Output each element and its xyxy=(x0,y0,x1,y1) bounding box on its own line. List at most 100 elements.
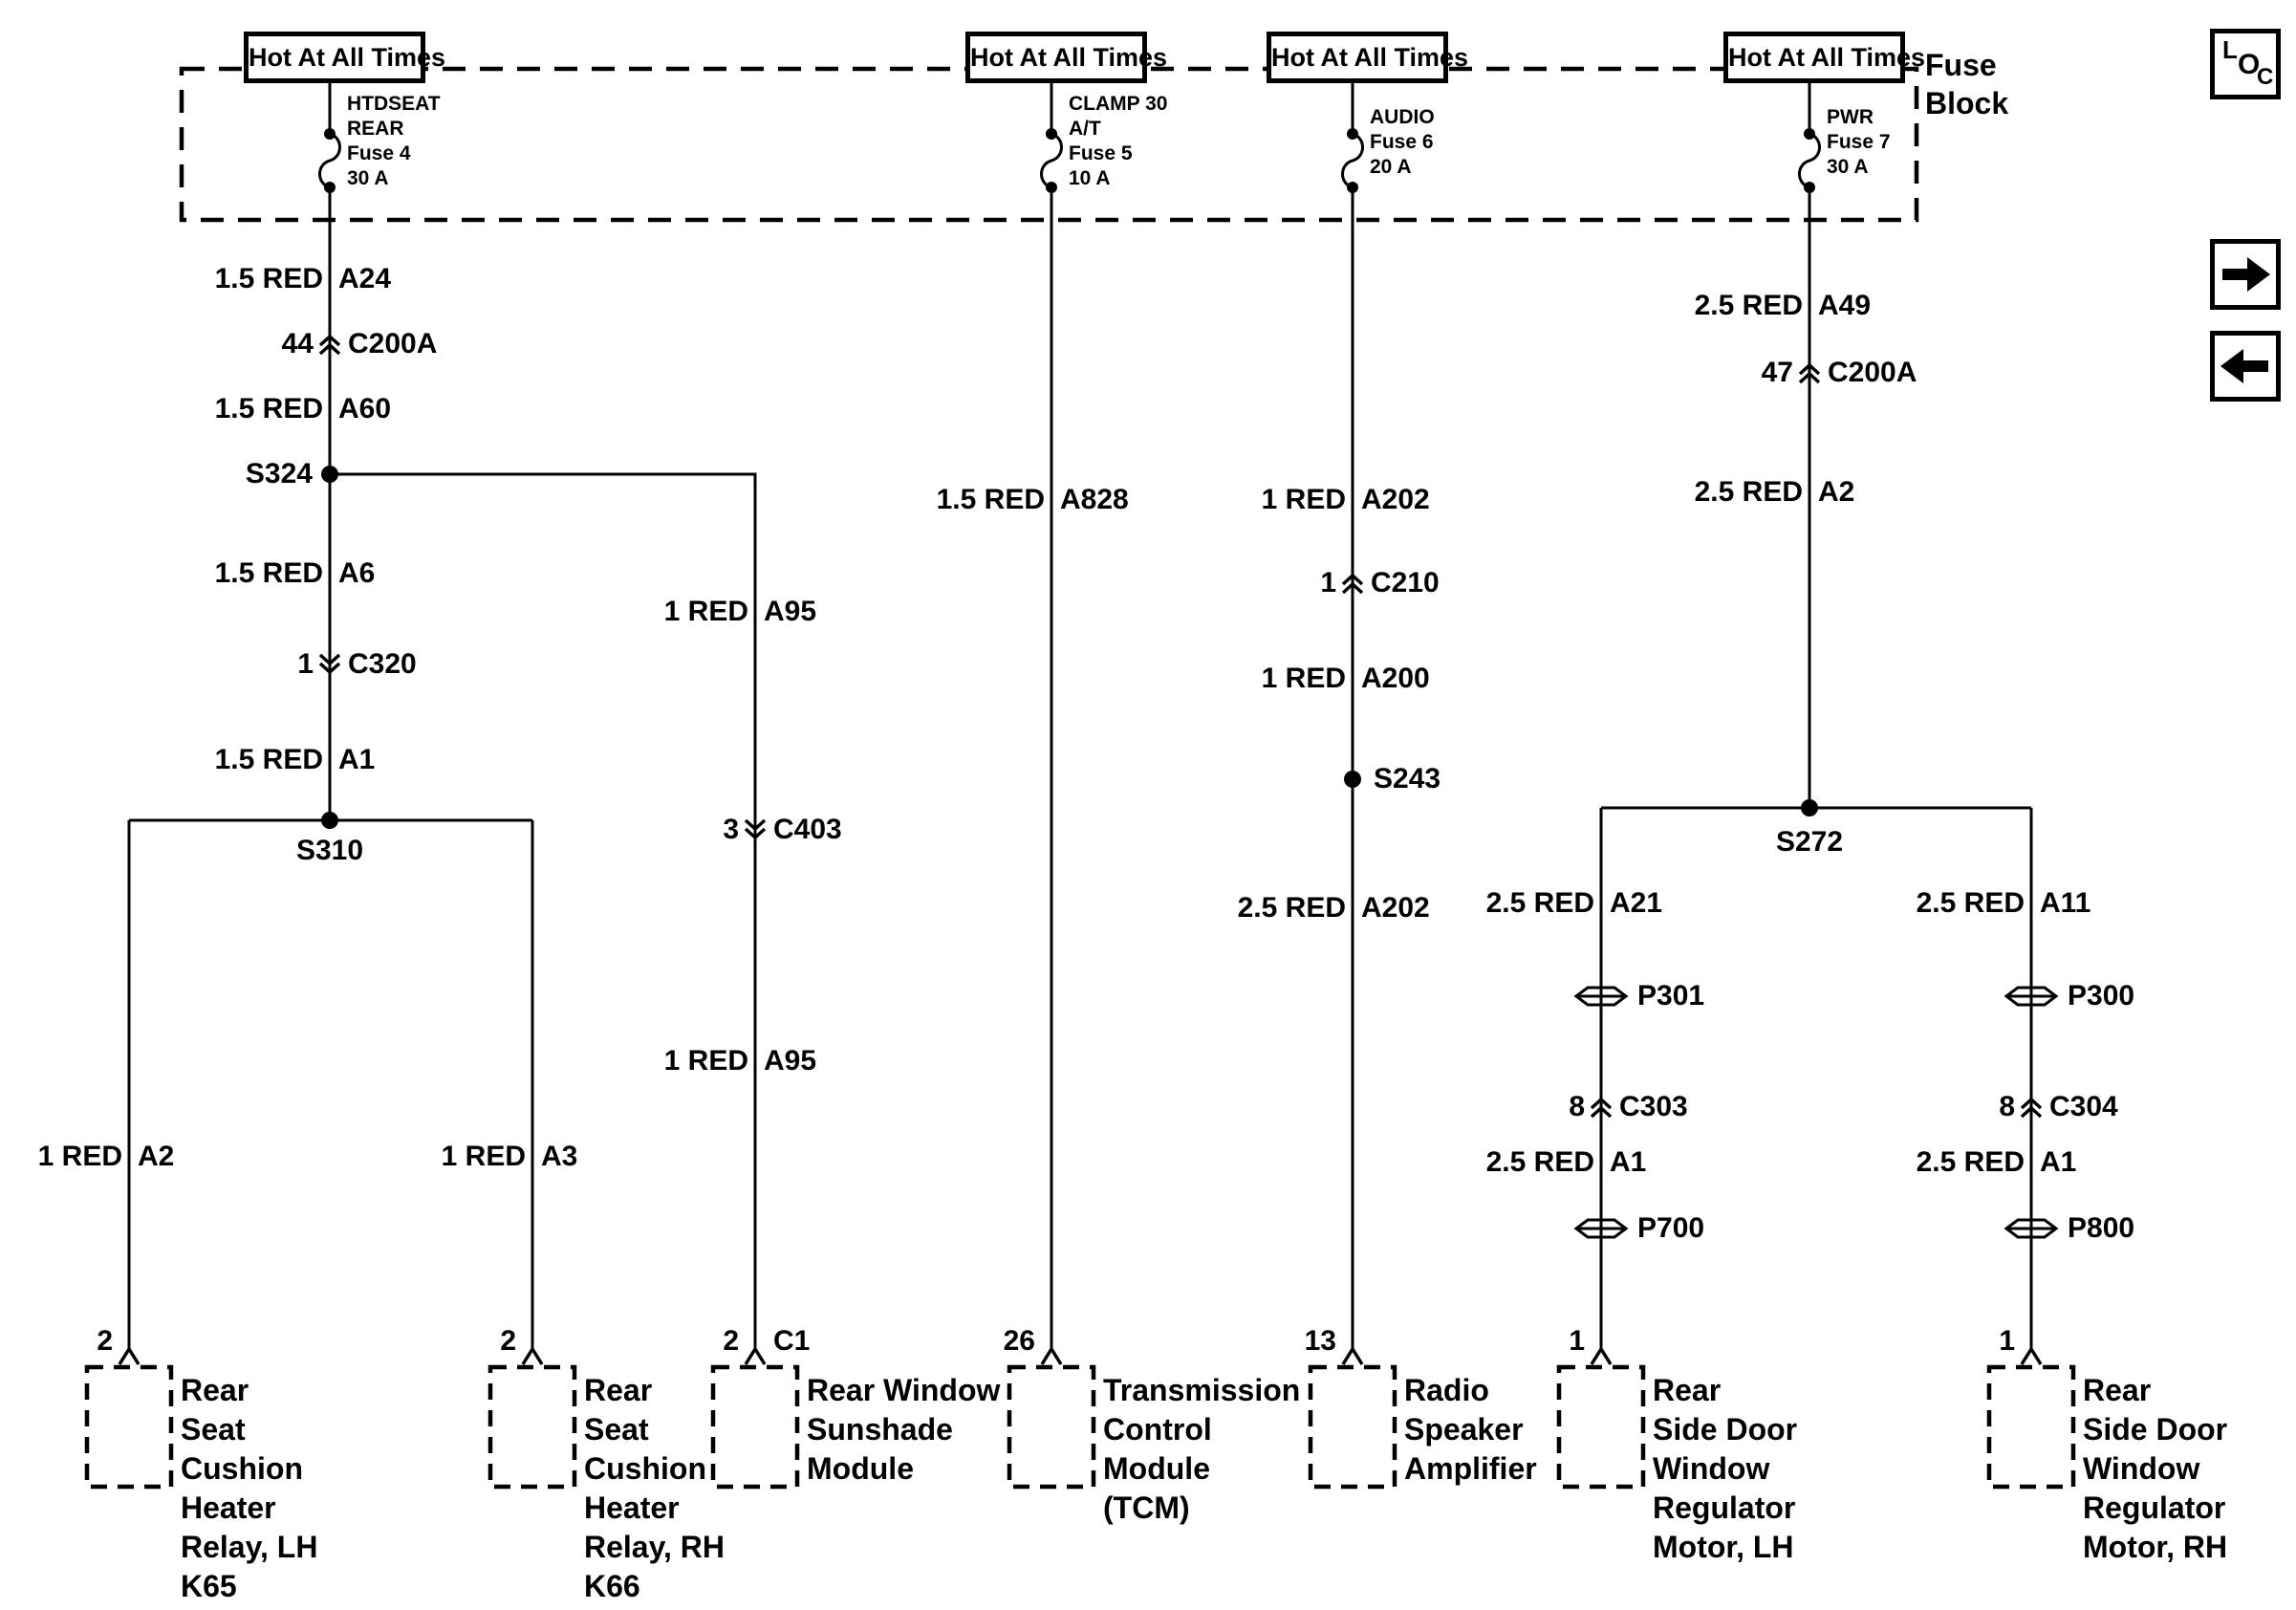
connector-pin-label: 3 xyxy=(723,814,739,845)
component-label-tcm: Transmission Control Module (TCM) xyxy=(1103,1371,1300,1528)
component-box-relay-rh xyxy=(487,1364,577,1490)
grommet-label: P700 xyxy=(1637,1212,1705,1244)
pin-caret-icon xyxy=(744,1345,767,1365)
fuse-label-line: PWR xyxy=(1827,106,1874,128)
wire-s324-branch xyxy=(330,472,757,1348)
chevron-up-icon xyxy=(1590,1097,1613,1119)
component-box-sunshade xyxy=(710,1364,800,1490)
component-label-line: K66 xyxy=(584,1569,640,1603)
wire-circuit-label: A60 xyxy=(338,393,392,424)
component-box-tcm xyxy=(1007,1364,1096,1490)
component-label-line: Speaker xyxy=(1404,1412,1524,1447)
chevron-down-icon xyxy=(318,653,341,675)
wire-gauge-label: 2.5 RED xyxy=(1694,476,1803,508)
grommet-label: P300 xyxy=(2068,980,2135,1012)
loc-letter-l: L xyxy=(2222,35,2238,64)
hot-at-all-times-box: Hot At All Times xyxy=(1267,32,1468,83)
component-label-line: Side Door xyxy=(1653,1412,1798,1447)
component-label-line: (TCM) xyxy=(1103,1490,1190,1525)
connector-name-label: C303 xyxy=(1619,1091,1688,1122)
fuse5-label: CLAMP 30 A/T Fuse 5 10 A xyxy=(1069,92,1167,191)
wire-circuit-label: A95 xyxy=(764,596,817,627)
fuse-terminal-dot xyxy=(1804,128,1815,140)
component-label-line: Heater xyxy=(181,1490,276,1525)
component-label-line: Module xyxy=(1103,1451,1210,1486)
component-pin-label: 1 xyxy=(1999,1325,2015,1357)
fuse-block-title-line: Fuse xyxy=(1925,48,1997,82)
wire-circuit-label: A21 xyxy=(1610,887,1663,919)
wire-gauge-label: 2.5 RED xyxy=(1485,1146,1594,1178)
component-label-line: Regulator xyxy=(2083,1490,2226,1525)
grommet-icon-p301 xyxy=(1573,986,1629,1007)
connector-pin-label: 8 xyxy=(1999,1091,2015,1122)
component-label-line: Rear Window xyxy=(807,1373,1001,1407)
fuse-label-line: 20 A xyxy=(1370,156,1412,178)
component-label-relay-lh: Rear Seat Cushion Heater Relay, LH K65 xyxy=(181,1371,317,1606)
wire-gauge-label: 1 RED xyxy=(441,1141,526,1172)
wire-gauge-label: 2.5 RED xyxy=(1485,887,1594,919)
fuse-block-title-line: Block xyxy=(1925,86,2009,120)
arrow-right-icon[interactable] xyxy=(2210,239,2281,310)
wire-circuit-label: A1 xyxy=(338,744,376,775)
fuse-label-line: Fuse 6 xyxy=(1370,131,1434,153)
wire-gauge-label: 1.5 RED xyxy=(214,744,323,775)
wire-gauge-label: 1.5 RED xyxy=(214,263,323,294)
loc-icon[interactable]: L O C xyxy=(2210,29,2281,99)
connector-name-label: C320 xyxy=(348,648,417,680)
component-label-line: K65 xyxy=(181,1569,237,1603)
splice-label: S324 xyxy=(245,458,313,490)
hot-at-all-times-box: Hot At All Times xyxy=(1723,32,1925,83)
fuse-terminal-dot xyxy=(1347,128,1358,140)
grommet-icon-p300 xyxy=(2004,986,2059,1007)
connector-pin-label: 1 xyxy=(297,648,314,680)
connector-pin-label: 47 xyxy=(1761,357,1793,388)
component-label-line: Rear xyxy=(1653,1373,1722,1407)
wire-circuit-label: A1 xyxy=(2040,1146,2077,1178)
fuse-label-line: AUDIO xyxy=(1370,106,1435,128)
wire-gauge-label: 2.5 RED xyxy=(1237,892,1346,924)
component-pin-label: 2 xyxy=(723,1325,739,1357)
connector-pin-label: 8 xyxy=(1569,1091,1585,1122)
component-label-line: Cushion xyxy=(584,1451,706,1486)
fuse-label-line: CLAMP 30 xyxy=(1069,93,1168,115)
fuse-element-icon xyxy=(1798,132,1821,189)
fuse6-label: AUDIO Fuse 6 20 A xyxy=(1370,105,1435,180)
fuse-label-line: REAR xyxy=(347,118,404,140)
wire-circuit-label: A95 xyxy=(764,1045,817,1077)
pin-caret-icon xyxy=(1341,1345,1364,1365)
pin-caret-icon xyxy=(2020,1345,2043,1365)
component-pin-label: 1 xyxy=(1569,1325,1585,1357)
chevron-up-icon xyxy=(318,334,341,356)
fuse-label-line: 30 A xyxy=(347,167,389,189)
wire-gauge-label: 1 RED xyxy=(663,596,748,627)
splice-label: S243 xyxy=(1374,763,1441,794)
connector-name-label: C200A xyxy=(348,328,438,359)
splice-label: S310 xyxy=(295,835,364,866)
component-box-window-rh xyxy=(1986,1364,2076,1490)
wire-circuit-label: A828 xyxy=(1060,484,1129,515)
fuse-terminal-dot xyxy=(324,182,336,193)
fuse-element-icon xyxy=(1341,132,1364,189)
chevron-up-icon xyxy=(1341,573,1364,595)
fuse-label-line: Fuse 4 xyxy=(347,142,411,164)
component-label-line: Regulator xyxy=(1653,1490,1796,1525)
splice-dot-s272 xyxy=(1801,799,1818,816)
fuse-label-line: HTDSEAT xyxy=(347,93,441,115)
hot-at-all-times-box: Hot At All Times xyxy=(244,32,445,83)
fuse-terminal-dot xyxy=(1046,128,1057,140)
wire-gauge-label: 1.5 RED xyxy=(214,393,323,424)
component-pin-label: 2 xyxy=(97,1325,113,1357)
wire-gauge-label: 2.5 RED xyxy=(1694,290,1803,321)
component-label-line: Radio xyxy=(1404,1373,1489,1407)
fuse-element-icon xyxy=(318,132,341,189)
chevron-up-icon xyxy=(2020,1097,2043,1119)
component-conn-label: C1 xyxy=(773,1325,811,1357)
fuse-terminal-dot xyxy=(324,128,336,140)
component-label-line: Window xyxy=(2083,1451,2200,1486)
hot-at-all-times-box: Hot At All Times xyxy=(965,32,1167,83)
arrow-left-glyph xyxy=(2220,349,2268,383)
fuse-label-line: 10 A xyxy=(1069,167,1111,189)
arrow-left-icon[interactable] xyxy=(2210,331,2281,402)
pin-caret-icon xyxy=(1590,1345,1613,1365)
wire-gauge-label: 2.5 RED xyxy=(1916,887,2025,919)
